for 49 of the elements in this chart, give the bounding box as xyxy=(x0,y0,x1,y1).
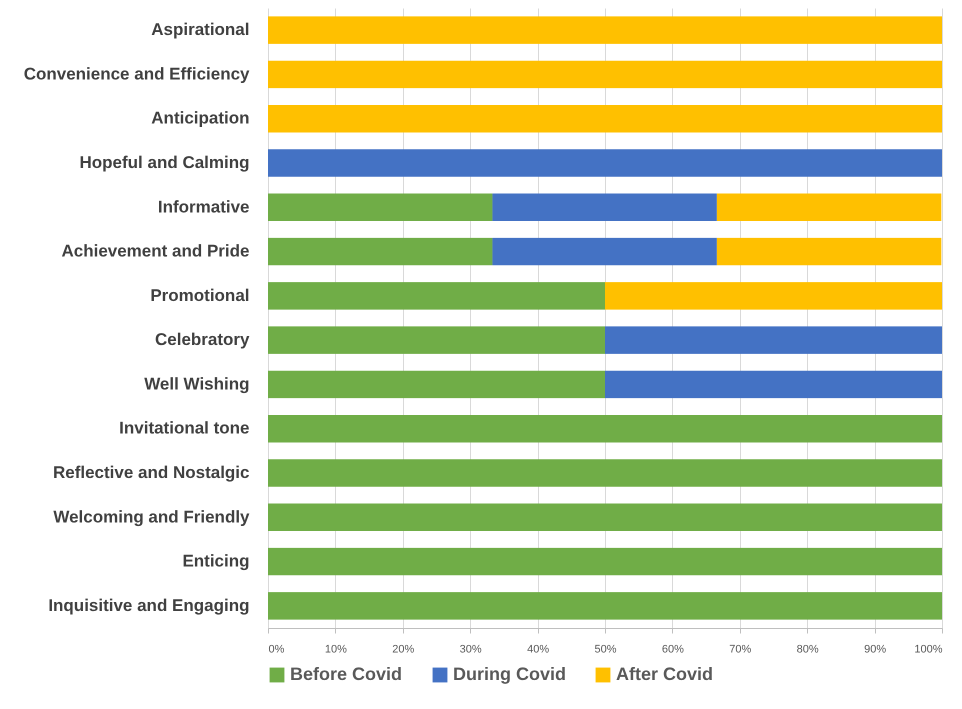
bar xyxy=(268,459,942,487)
y-tick-label: Aspirational xyxy=(151,20,250,40)
x-tick-label: 40% xyxy=(527,644,550,656)
y-tick-label: Inquisitive and Engaging xyxy=(48,596,250,615)
y-tick-label: Reflective and Nostalgic xyxy=(52,463,250,482)
bar xyxy=(268,238,492,266)
bar xyxy=(268,60,942,88)
y-tick-label: Enticing xyxy=(182,552,250,571)
y-tick-label: Hopeful and Calming xyxy=(80,153,250,172)
bar xyxy=(605,282,942,310)
x-tick-label: 70% xyxy=(729,644,752,656)
bar xyxy=(268,16,942,44)
x-tick-label: 50% xyxy=(594,644,617,656)
y-tick-label: Achievement and Pride xyxy=(61,242,250,261)
bar xyxy=(268,194,492,222)
bar xyxy=(268,149,942,177)
bar xyxy=(268,104,942,132)
x-tick-label: 80% xyxy=(796,644,819,656)
bar xyxy=(268,282,605,310)
bar xyxy=(268,414,942,442)
x-tick-label: 100% xyxy=(914,644,943,656)
bar xyxy=(268,370,605,398)
y-tick-label: Invitational tone xyxy=(119,418,250,438)
x-tick-label: 0% xyxy=(268,644,285,656)
y-tick-label: Informative xyxy=(158,197,250,216)
bar xyxy=(716,194,942,222)
bar xyxy=(492,238,717,266)
legend-label: After Covid xyxy=(616,664,714,684)
x-tick-label: 20% xyxy=(392,644,415,656)
x-tick-label: 30% xyxy=(460,644,482,656)
bar xyxy=(492,194,717,222)
legend-label: During Covid xyxy=(453,664,566,684)
y-tick-label: Promotional xyxy=(150,286,250,305)
bar xyxy=(268,548,942,576)
x-tick-label: 90% xyxy=(864,644,886,656)
x-tick-label: 60% xyxy=(662,644,684,656)
y-tick-label: Well Wishing xyxy=(144,374,250,394)
bar xyxy=(716,238,942,266)
y-tick-label: Welcoming and Friendly xyxy=(53,507,250,526)
legend-label: Before Covid xyxy=(290,664,402,684)
bar xyxy=(268,504,942,532)
bar xyxy=(605,370,942,398)
x-tick-label: 10% xyxy=(324,644,348,656)
bar xyxy=(268,326,605,354)
bar xyxy=(268,592,942,620)
y-tick-label: Convenience and Efficiency xyxy=(24,64,250,84)
y-tick-label: Anticipation xyxy=(151,108,250,128)
y-tick-label: Celebratory xyxy=(155,330,250,350)
bar xyxy=(605,326,942,354)
